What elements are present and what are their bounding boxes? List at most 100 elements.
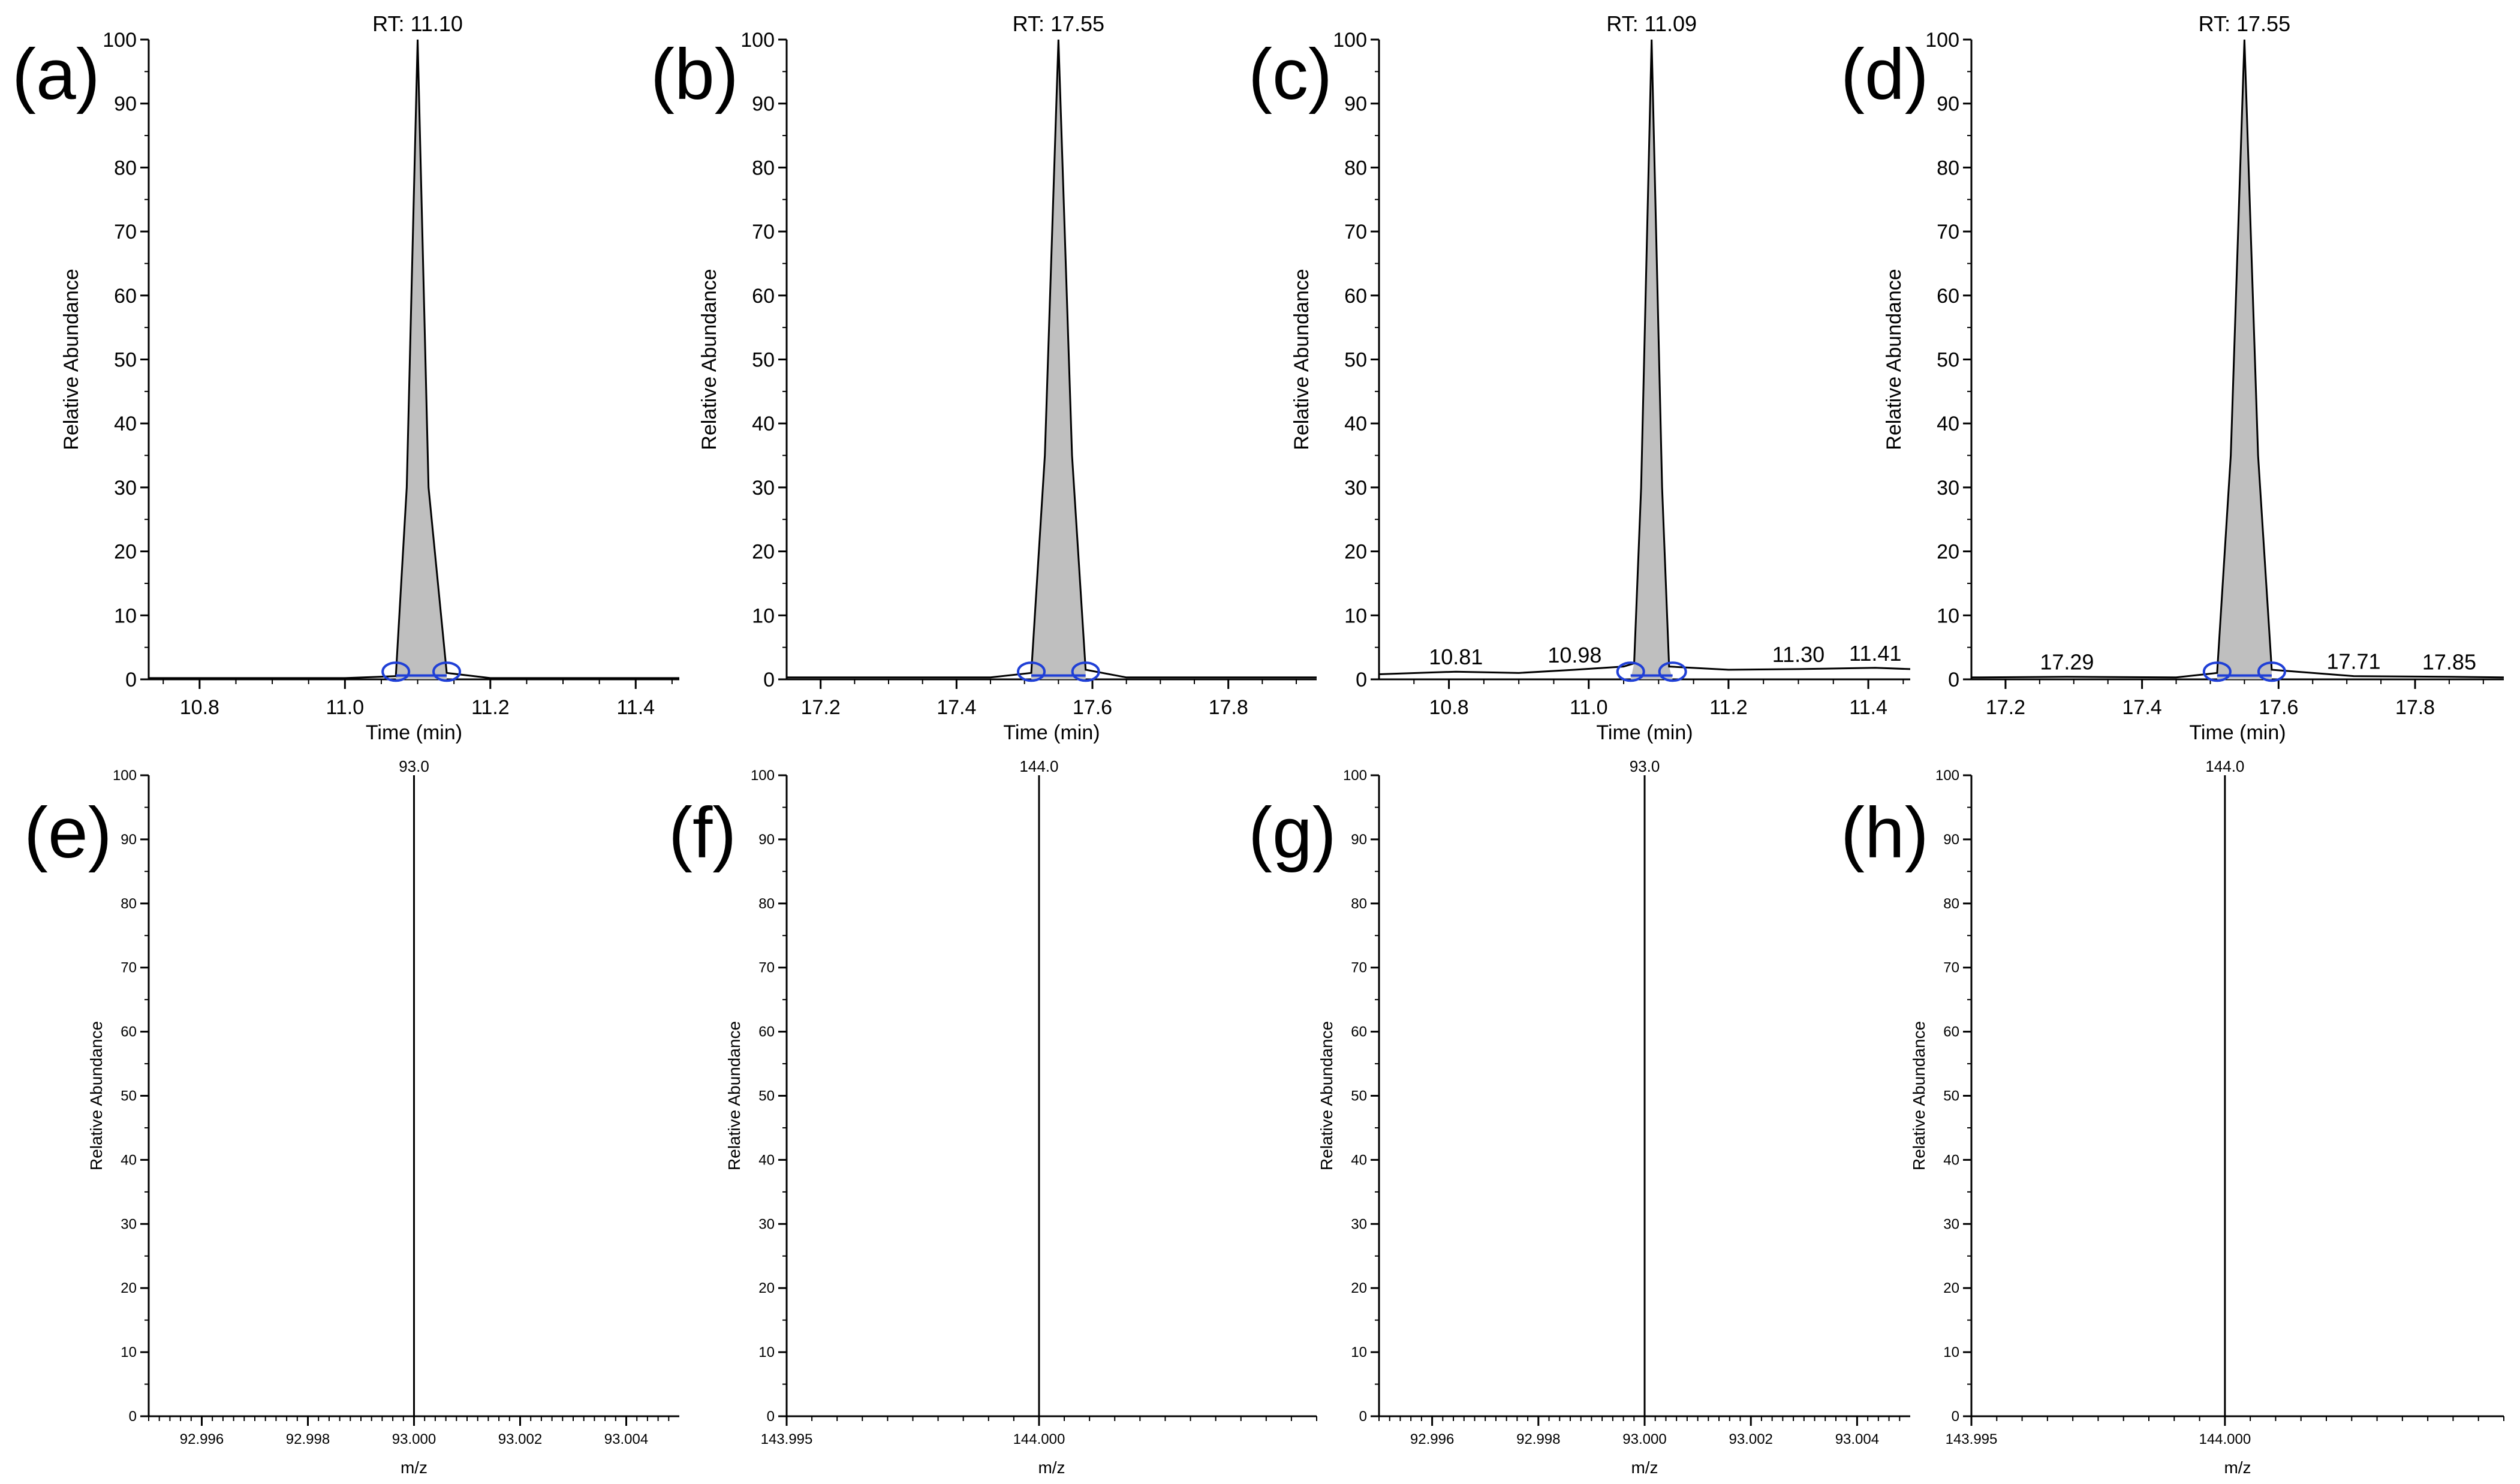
y-tick-label: 50: [758, 1088, 775, 1104]
y-tick-label: 30: [752, 477, 775, 499]
y-axis-label: Relative Abundance: [1883, 269, 1905, 450]
y-tick-label: 60: [1943, 1024, 1959, 1040]
peak-label: 11.30: [1772, 642, 1824, 667]
y-tick-label: 60: [1344, 285, 1367, 308]
y-tick-label: 50: [1943, 1088, 1959, 1104]
x-tick-label: 143.995: [761, 1431, 813, 1447]
y-tick-label: 50: [114, 349, 137, 372]
peak-label: 17.29: [2040, 650, 2094, 675]
peak-area-fill: [2217, 40, 2272, 679]
peak-area-fill: [1031, 40, 1086, 679]
y-tick-label: 10: [1943, 1344, 1959, 1360]
peak-label: RT: 11.09: [1606, 11, 1697, 36]
y-tick-label: 60: [1351, 1024, 1367, 1040]
y-tick-label: 10: [114, 604, 137, 627]
peak-label: RT: 17.55: [1013, 11, 1104, 36]
x-tick-label: 11.0: [1570, 696, 1608, 719]
x-tick-label: 17.6: [1073, 696, 1112, 719]
peak-boundary-marker: [2202, 661, 2232, 682]
y-axis-label: Relative Abundance: [60, 269, 83, 450]
x-tick-label: 92.996: [1410, 1431, 1454, 1447]
chromatogram-trace: [1971, 39, 2504, 679]
y-tick-label: 100: [1935, 767, 1959, 784]
x-tick-label: 17.8: [2395, 696, 2435, 719]
x-tick-label: 17.2: [801, 696, 841, 719]
peak-label: 10.98: [1547, 643, 1601, 667]
y-tick-label: 70: [1943, 960, 1959, 976]
y-tick-label: 30: [121, 1216, 137, 1232]
x-tick-label: 144.000: [1013, 1431, 1065, 1447]
y-axis-label: Relative Abundance: [87, 1021, 106, 1170]
peak-boundary-marker: [2257, 661, 2286, 682]
panel-f: (f) 0 10 20 30 40 50 60 70 80 90 100 143.995 144.000 m…: [669, 757, 1317, 1477]
panel-label: (b): [651, 34, 739, 115]
peak-label: 17.71: [2326, 649, 2380, 674]
x-axis-label: Time (min): [1003, 721, 1100, 744]
y-axis-label: Relative Abundance: [1910, 1021, 1928, 1170]
peak-label: RT: 17.55: [2199, 11, 2290, 36]
y-tick-label: 30: [1937, 477, 1959, 499]
x-axis-label: m/z: [1631, 1458, 1658, 1477]
x-tick-label: 17.2: [1986, 696, 2025, 719]
panel-label: (e): [24, 793, 112, 873]
panel-a: (a) 0 10 20 30 40 50 60 70 80 90 100 10.8 11.0 11.2 11.…: [12, 11, 679, 744]
y-tick-label: 80: [1344, 156, 1367, 179]
y-tick-label: 80: [121, 896, 137, 912]
y-tick-label: 40: [1344, 413, 1367, 435]
y-tick-label: 20: [114, 541, 137, 564]
y-tick-label: 0: [767, 1408, 775, 1425]
y-tick-label: 0: [129, 1408, 137, 1425]
x-tick-label: 93.002: [498, 1431, 542, 1447]
x-tick-label: 17.4: [937, 696, 976, 719]
x-axis-label: m/z: [1038, 1458, 1065, 1477]
y-tick-label: 10: [1344, 604, 1367, 627]
y-axis-label: Relative Abundance: [1290, 269, 1313, 450]
x-tick-label: 10.8: [1429, 696, 1468, 719]
y-tick-label: 0: [763, 669, 775, 691]
y-tick-label: 50: [752, 349, 775, 372]
y-axis-label: Relative Abundance: [725, 1021, 743, 1170]
x-tick-label: 143.995: [1946, 1431, 1998, 1447]
panel-h: (h) 0 10 20 30 40 50 60 70 80 90 100 143.995 144.000 m…: [1841, 757, 2504, 1477]
y-tick-label: 90: [114, 93, 137, 116]
chromatogram-trace: [1378, 39, 1911, 675]
y-tick-label: 10: [758, 1344, 775, 1360]
x-tick-label: 11.4: [1849, 696, 1887, 719]
y-tick-label: 0: [1356, 669, 1367, 691]
y-tick-label: 100: [1333, 29, 1367, 52]
y-tick-label: 90: [121, 832, 137, 848]
y-axis-label: Relative Abundance: [698, 269, 721, 450]
y-tick-label: 70: [1351, 960, 1367, 976]
spectrum-peak-label: 144.0: [2205, 757, 2244, 775]
x-tick-label: 10.8: [180, 696, 219, 719]
peak-area-fill: [1630, 40, 1673, 679]
x-tick-label: 17.6: [2259, 696, 2298, 719]
y-tick-label: 10: [752, 604, 775, 627]
x-tick-label: 92.998: [1516, 1431, 1560, 1447]
panel-label: (c): [1248, 34, 1332, 115]
y-tick-label: 50: [1351, 1088, 1367, 1104]
y-tick-label: 20: [752, 541, 775, 564]
peak-boundary-marker: [1071, 661, 1100, 682]
peak-boundary-marker: [1616, 661, 1645, 682]
x-axis-label: Time (min): [1596, 721, 1693, 744]
y-tick-label: 30: [1351, 1216, 1367, 1232]
x-tick-label: 93.000: [392, 1431, 436, 1447]
x-tick-label: 93.004: [1835, 1431, 1879, 1447]
y-tick-label: 20: [121, 1280, 137, 1296]
y-tick-label: 90: [1937, 93, 1959, 116]
y-tick-label: 0: [125, 669, 137, 691]
x-tick-label: 92.996: [180, 1431, 224, 1447]
y-tick-label: 80: [1937, 156, 1959, 179]
y-tick-label: 40: [1937, 413, 1959, 435]
y-tick-label: 40: [1351, 1152, 1367, 1168]
y-tick-label: 90: [1351, 832, 1367, 848]
y-tick-label: 70: [758, 960, 775, 976]
y-tick-label: 10: [121, 1344, 137, 1360]
x-tick-label: 17.8: [1209, 696, 1248, 719]
y-tick-label: 40: [121, 1152, 137, 1168]
y-tick-label: 50: [1344, 349, 1367, 372]
spectrum-peak-label: 93.0: [399, 757, 429, 775]
peak-label: 10.81: [1429, 645, 1483, 669]
y-tick-label: 90: [752, 93, 775, 116]
